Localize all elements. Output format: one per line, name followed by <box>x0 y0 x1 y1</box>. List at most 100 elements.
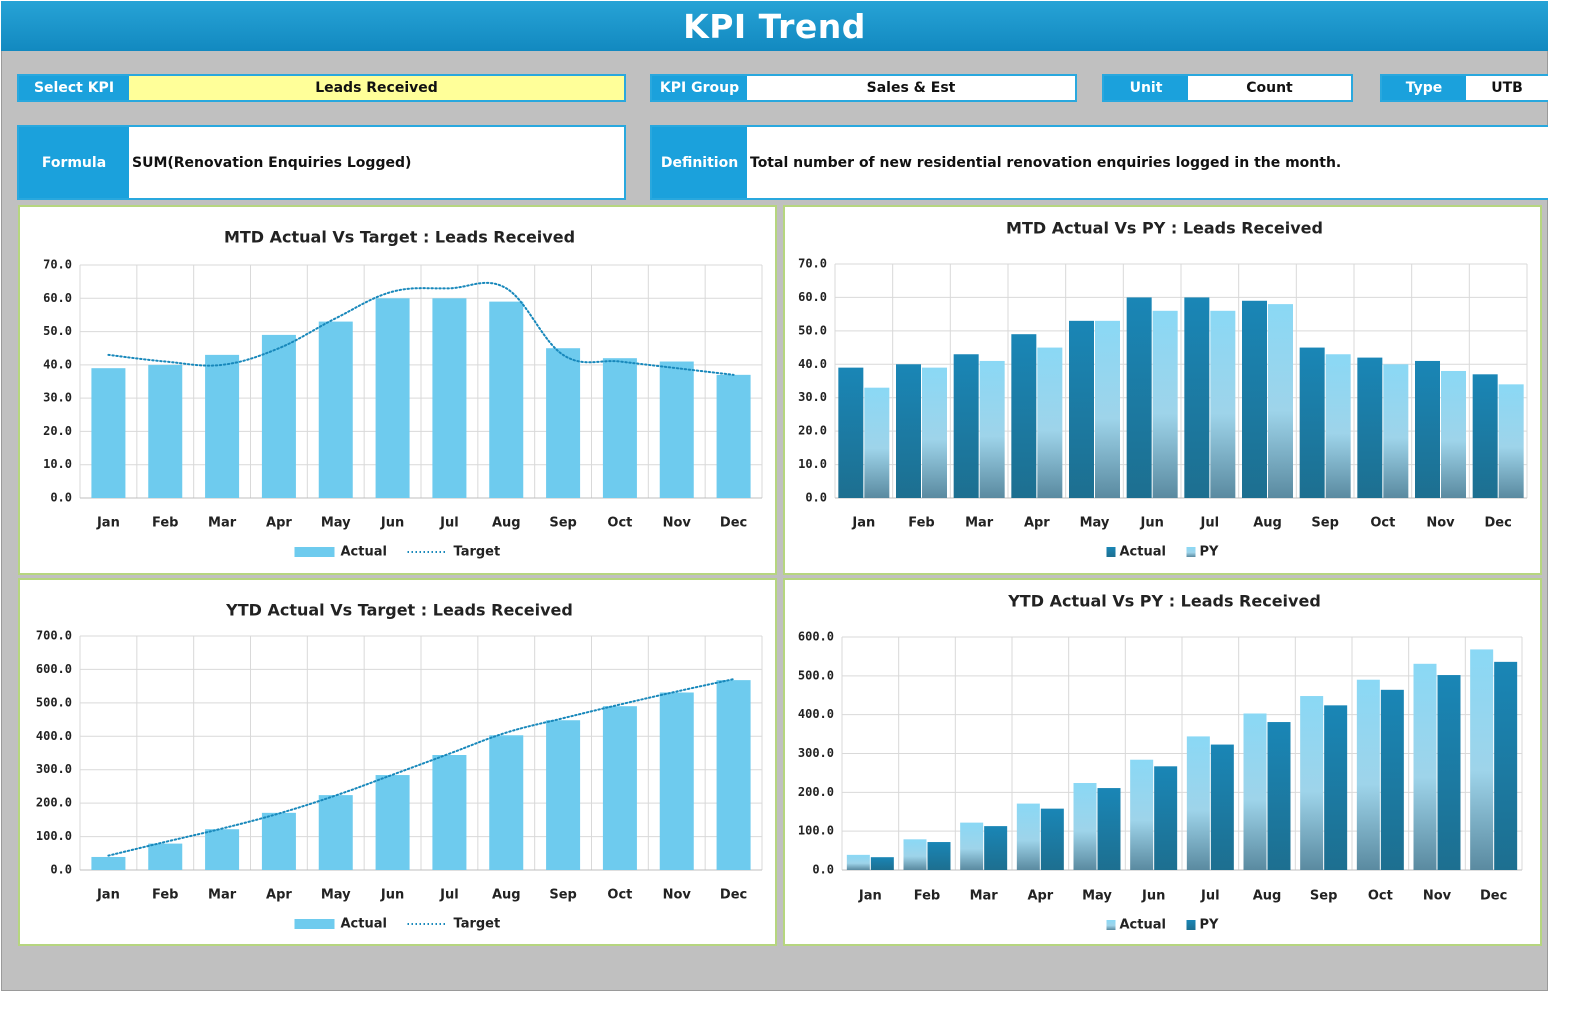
y-tick-label: 70.0 <box>798 257 827 271</box>
legend-swatch <box>1106 920 1116 930</box>
bar-actual <box>1243 713 1267 870</box>
x-tick-label: Mar <box>208 888 237 903</box>
x-tick-label: Nov <box>1423 889 1452 904</box>
y-tick-label: 10.0 <box>798 457 827 471</box>
bar-py <box>1210 744 1234 870</box>
x-tick-label: Sep <box>1310 889 1338 904</box>
x-tick-label: May <box>1082 889 1112 904</box>
x-tick-label: Oct <box>607 888 632 903</box>
y-tick-label: 40.0 <box>798 357 827 371</box>
bar-actual <box>489 735 524 870</box>
chart-legend: Actual PY <box>1106 918 1220 933</box>
x-tick-label: Apr <box>266 888 292 903</box>
x-tick-label: Nov <box>663 888 692 903</box>
legend-label: Actual <box>1120 545 1166 560</box>
definition-label: Definition <box>652 127 747 198</box>
x-tick-label: Jun <box>380 516 404 531</box>
bar-actual <box>903 839 927 870</box>
unit-label: Unit <box>1104 76 1188 100</box>
page-title: KPI Trend <box>1 1 1548 51</box>
y-tick-label: 600.0 <box>798 630 834 644</box>
bar-actual <box>261 812 296 870</box>
y-tick-label: 300.0 <box>36 762 72 776</box>
bar-py <box>1154 766 1178 870</box>
bar-actual <box>846 854 870 870</box>
y-tick-label: 400.0 <box>36 729 72 743</box>
legend-label: PY <box>1200 918 1220 933</box>
y-tick-label: 50.0 <box>798 323 827 337</box>
x-tick-label: Oct <box>607 516 632 531</box>
legend-label: Actual <box>341 917 387 932</box>
chart-panel-ytd-py: YTD Actual Vs PY : Leads Received 0.0 100.… <box>783 578 1542 946</box>
select-kpi-dropdown[interactable]: Leads Received <box>129 76 624 100</box>
x-tick-label: Feb <box>914 889 940 904</box>
bar-actual <box>1357 357 1383 498</box>
legend-label: PY <box>1200 545 1220 560</box>
chart-panel-mtd-target: MTD Actual Vs Target : Leads Received 0.0… <box>18 205 777 575</box>
x-tick-label: Dec <box>720 888 747 903</box>
x-tick-label: Jan <box>96 516 120 531</box>
y-tick-label: 30.0 <box>798 390 827 404</box>
bar-actual <box>602 706 637 870</box>
bar-actual <box>838 367 864 498</box>
bar-actual <box>602 358 637 498</box>
line-target <box>107 678 735 857</box>
y-tick-label: 0.0 <box>50 491 72 505</box>
x-tick-label: May <box>1080 516 1110 531</box>
chart-title: YTD Actual Vs Target : Leads Received <box>225 601 573 620</box>
bar-py <box>1498 384 1524 498</box>
legend-swatch <box>1186 547 1196 557</box>
bar-py <box>922 367 947 498</box>
y-tick-label: 30.0 <box>43 391 72 405</box>
legend-label: Actual <box>1120 918 1166 933</box>
select-kpi-field[interactable]: Select KPI Leads Received <box>17 74 626 102</box>
x-tick-label: Jul <box>439 888 459 903</box>
bar-py <box>1324 705 1348 870</box>
x-tick-label: Feb <box>908 516 934 531</box>
legend-swatch-actual <box>294 547 335 557</box>
bar-py <box>1152 310 1178 498</box>
y-tick-label: 600.0 <box>36 662 72 676</box>
bar-py <box>1037 347 1063 498</box>
x-tick-label: Dec <box>1485 516 1512 531</box>
x-tick-label: Jul <box>1200 889 1220 904</box>
x-tick-label: Jun <box>380 888 404 903</box>
bar-actual <box>546 720 581 870</box>
type-field: Type UTB <box>1380 74 1548 102</box>
y-tick-label: 0.0 <box>50 863 72 877</box>
legend-swatch <box>1186 920 1196 930</box>
y-tick-label: 50.0 <box>43 324 72 338</box>
x-tick-label: Nov <box>663 516 692 531</box>
chart-legend: Actual Target <box>294 917 500 932</box>
y-tick-label: 60.0 <box>798 290 827 304</box>
kpi-group-value: Sales & Est <box>866 80 956 96</box>
bar-actual <box>489 301 524 498</box>
bar-actual <box>659 692 694 870</box>
bar-actual <box>1184 297 1210 498</box>
bar-actual <box>1242 300 1267 498</box>
bar-py <box>1097 788 1121 870</box>
y-tick-label: 300.0 <box>798 746 834 760</box>
type-label: Type <box>1382 76 1466 100</box>
bar-actual <box>716 374 751 498</box>
formula-label: Formula <box>19 127 129 198</box>
bar-py <box>1267 722 1291 870</box>
bar-actual <box>896 364 921 498</box>
x-tick-label: Oct <box>1370 516 1395 531</box>
x-tick-label: Jan <box>851 516 875 531</box>
bar-py <box>1383 364 1409 498</box>
bar-actual <box>953 354 979 498</box>
bar-actual <box>1011 334 1037 498</box>
chart-title: MTD Actual Vs PY : Leads Received <box>1006 219 1323 238</box>
bar-actual <box>1186 736 1210 870</box>
bar-actual <box>1126 297 1152 498</box>
bar-actual <box>1356 679 1380 870</box>
kpi-group-field: KPI Group Sales & Est <box>650 74 1077 102</box>
definition-value: Total number of new residential renovati… <box>750 154 1342 171</box>
x-tick-label: Nov <box>1426 516 1455 531</box>
y-tick-label: 500.0 <box>798 668 834 682</box>
bar-actual <box>546 348 581 498</box>
bar-actual <box>1415 360 1440 498</box>
x-tick-label: Apr <box>1027 889 1053 904</box>
y-tick-label: 20.0 <box>43 424 72 438</box>
